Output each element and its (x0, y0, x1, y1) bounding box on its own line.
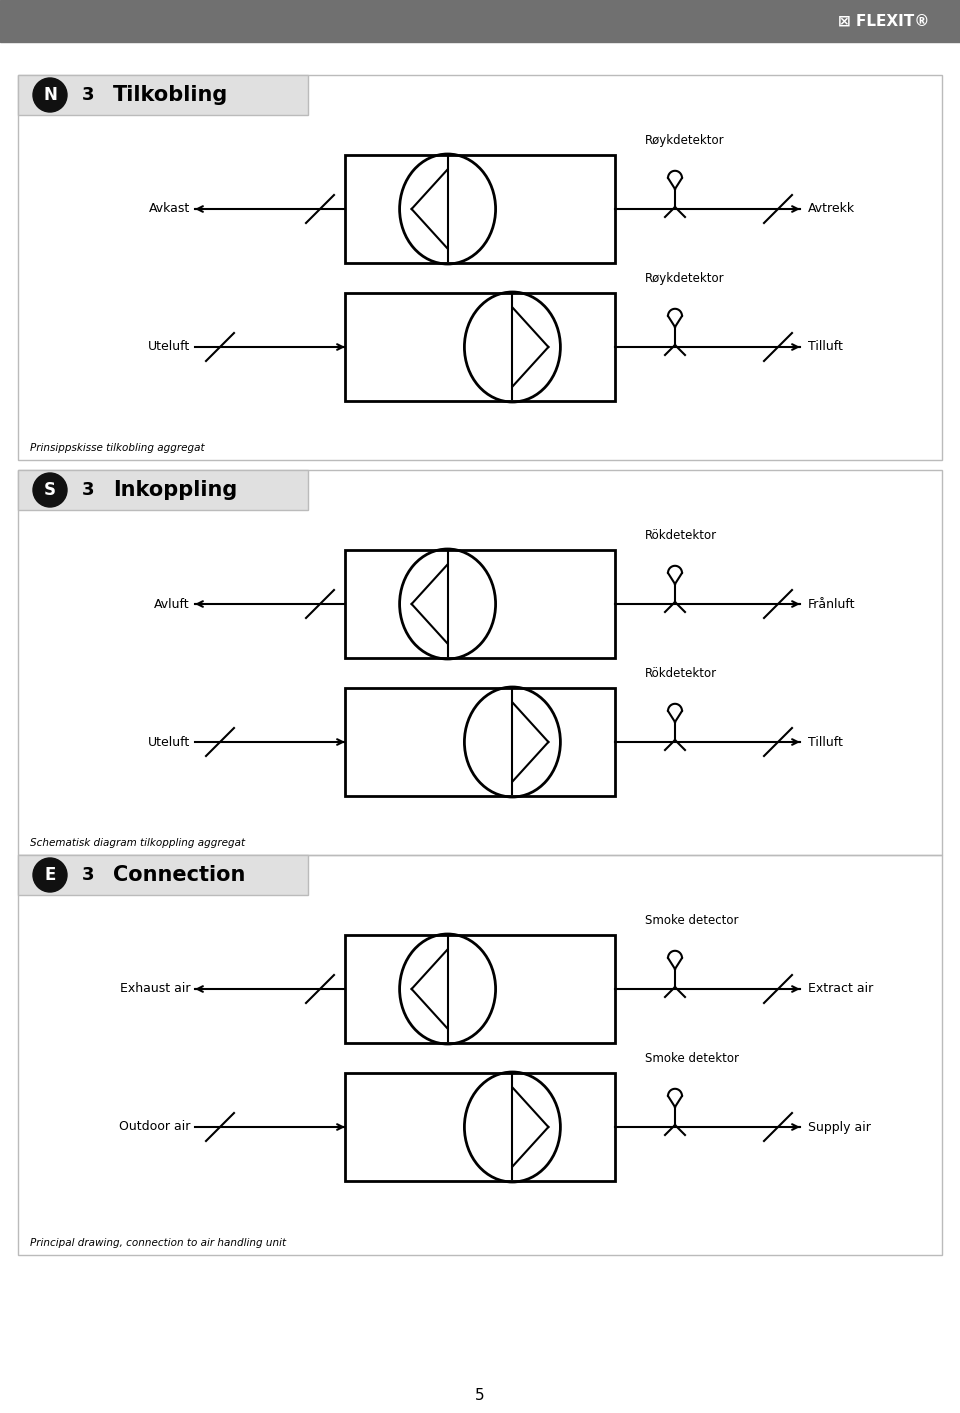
Text: 3: 3 (82, 866, 94, 885)
Text: Extract air: Extract air (808, 982, 874, 996)
Text: Røykdetektor: Røykdetektor (645, 271, 725, 285)
Text: Inkoppling: Inkoppling (113, 480, 237, 500)
Text: 5: 5 (475, 1388, 485, 1403)
Circle shape (33, 78, 67, 112)
Bar (18, 75, 942, 461)
Bar (345, 688, 615, 796)
Bar (345, 292, 615, 401)
Text: N: N (43, 86, 57, 105)
Text: Prinsippskisse tilkobling aggregat: Prinsippskisse tilkobling aggregat (30, 444, 204, 454)
Text: Smoke detektor: Smoke detektor (645, 1053, 739, 1065)
Bar (18, 471, 308, 510)
Bar (345, 550, 615, 658)
Text: Tilluft: Tilluft (808, 736, 843, 749)
Text: Rökdetektor: Rökdetektor (645, 667, 717, 680)
Text: Uteluft: Uteluft (148, 736, 190, 749)
Text: 3: 3 (82, 86, 94, 105)
Bar (18, 75, 308, 114)
Text: Schematisk diagram tilkoppling aggregat: Schematisk diagram tilkoppling aggregat (30, 838, 245, 848)
Text: Tilluft: Tilluft (808, 341, 843, 353)
Text: Principal drawing, connection to air handling unit: Principal drawing, connection to air han… (30, 1238, 286, 1248)
Text: Rökdetektor: Rökdetektor (645, 528, 717, 543)
Text: 3: 3 (82, 480, 94, 499)
Text: ⊠ FLEXIT®: ⊠ FLEXIT® (838, 14, 930, 28)
Text: E: E (44, 866, 56, 885)
Text: Uteluft: Uteluft (148, 341, 190, 353)
Bar (0, 0, 960, 42)
Text: Tilkobling: Tilkobling (113, 85, 228, 105)
Text: Røykdetektor: Røykdetektor (645, 134, 725, 147)
Circle shape (33, 858, 67, 892)
Bar (345, 155, 615, 263)
Text: Outdoor air: Outdoor air (119, 1121, 190, 1133)
Text: Frånluft: Frånluft (808, 598, 855, 610)
Bar (345, 935, 615, 1043)
Bar (345, 1072, 615, 1181)
Text: Smoke detector: Smoke detector (645, 914, 738, 927)
Text: Avkast: Avkast (149, 202, 190, 216)
Bar (18, 471, 942, 855)
Bar (18, 855, 942, 1255)
Text: Supply air: Supply air (808, 1121, 871, 1133)
Text: Avluft: Avluft (155, 598, 190, 610)
Text: Exhaust air: Exhaust air (119, 982, 190, 996)
Circle shape (33, 473, 67, 507)
Text: Avtrekk: Avtrekk (808, 202, 855, 216)
Bar (18, 855, 308, 894)
Text: Connection: Connection (113, 865, 246, 885)
Text: S: S (44, 480, 56, 499)
